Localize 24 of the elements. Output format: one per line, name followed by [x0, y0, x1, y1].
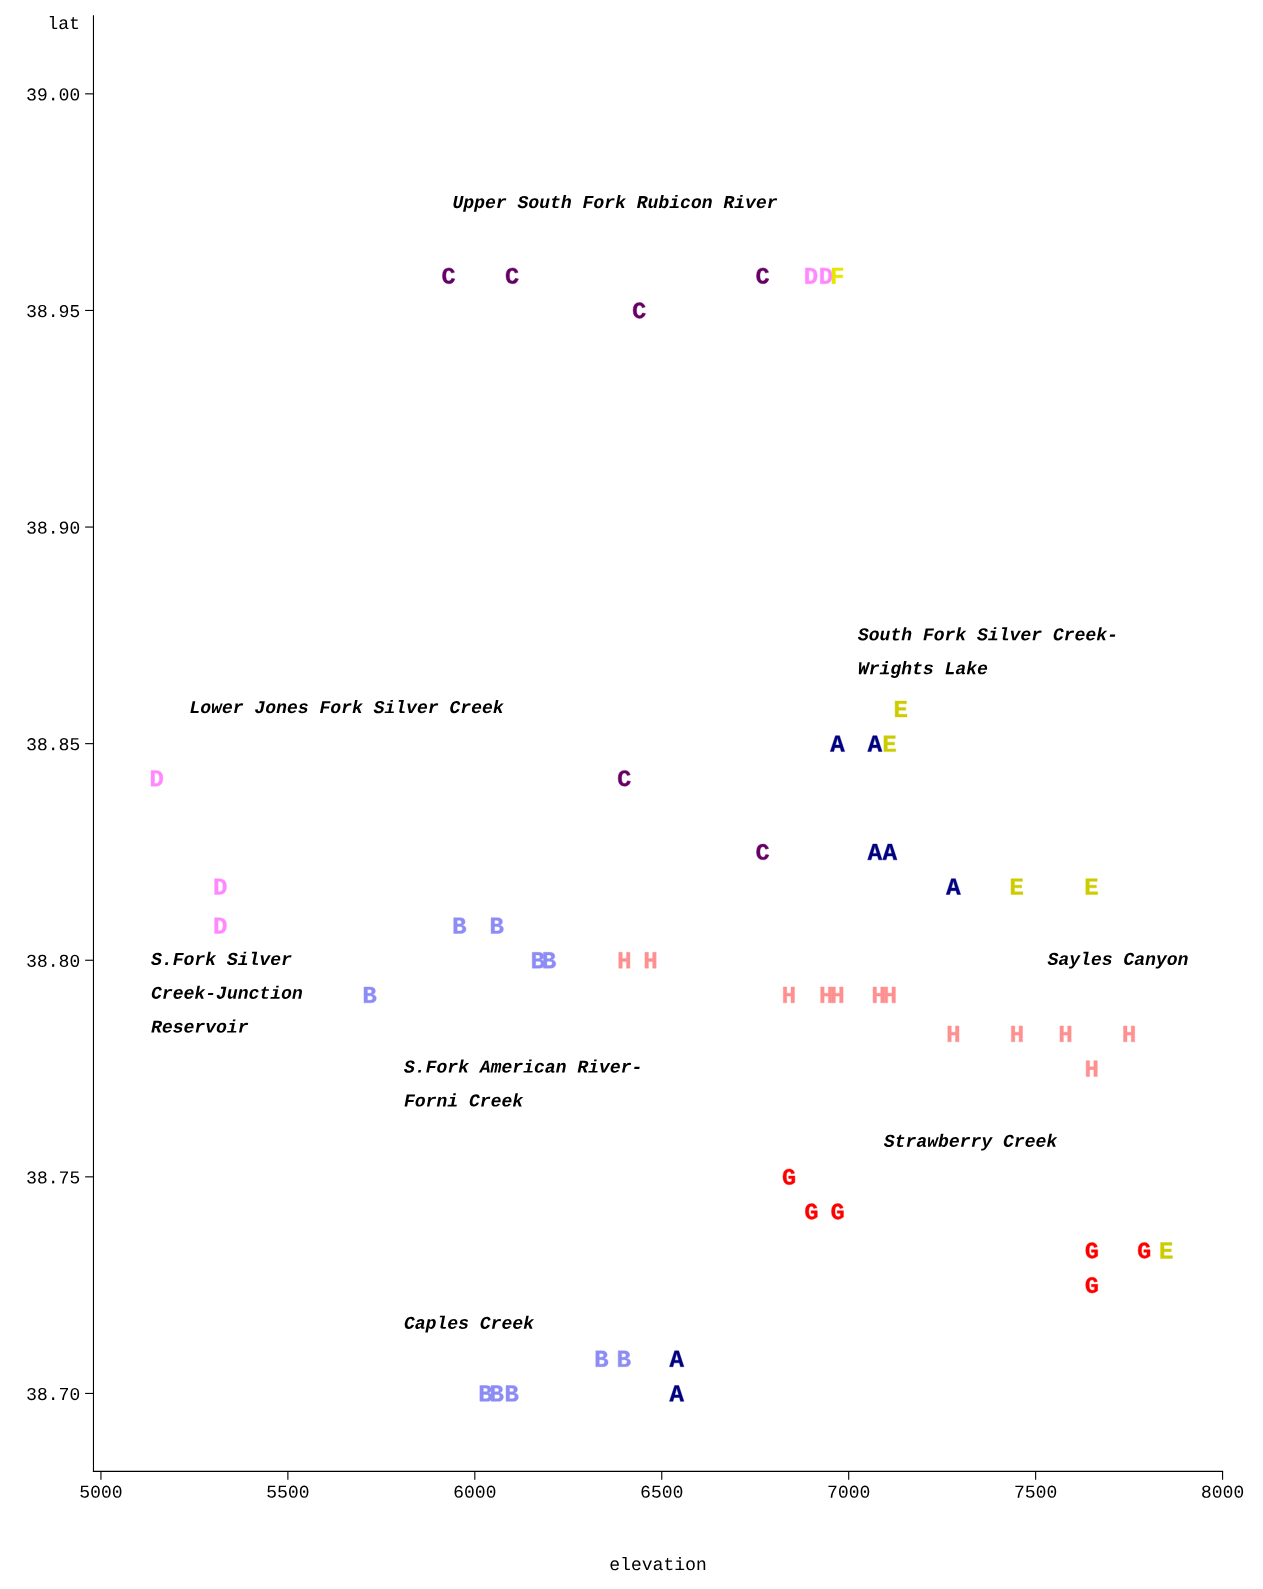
y-tick-label: 38.95	[27, 304, 80, 318]
annotation: Strawberry Creek	[883, 1133, 1058, 1151]
x-tick-label: 7500	[1015, 1485, 1057, 1498]
y-tick-label: 38.90	[27, 521, 80, 534]
x-tick-label: 5000	[80, 1485, 122, 1498]
y-tick-label: 38.80	[27, 954, 80, 967]
annotation: South Fork Silver Creek- Wrights Lake	[857, 627, 1116, 678]
y-tick-label: 38.85	[27, 738, 80, 751]
x-tick-label: 7000	[828, 1485, 870, 1498]
annotation: Lower Jones Fork Silver Creek	[190, 699, 504, 714]
x-tick-label: 5500	[267, 1485, 309, 1498]
annotation: S.Fork American River- Forni Creek	[404, 1059, 640, 1107]
x-axis-title: elevation	[610, 1557, 706, 1571]
annotation: S.Fork Silver Creek-Junction Reservoir	[151, 951, 303, 1033]
y-axis-title: lat	[49, 15, 79, 30]
annotation: Upper South Fork Rubicon River	[453, 194, 778, 212]
y-tick-label: 38.75	[27, 1171, 80, 1184]
annotation: Caples Creek	[404, 1315, 535, 1333]
y-tick-label: 39.00	[27, 88, 80, 101]
y-tick-label: 38.70	[27, 1387, 80, 1401]
x-tick-label: 8000	[1202, 1485, 1244, 1498]
annotation: Sayles Canyon	[1047, 951, 1188, 969]
x-tick-label: 6500	[641, 1485, 683, 1498]
x-tick-label: 6000	[454, 1485, 496, 1498]
